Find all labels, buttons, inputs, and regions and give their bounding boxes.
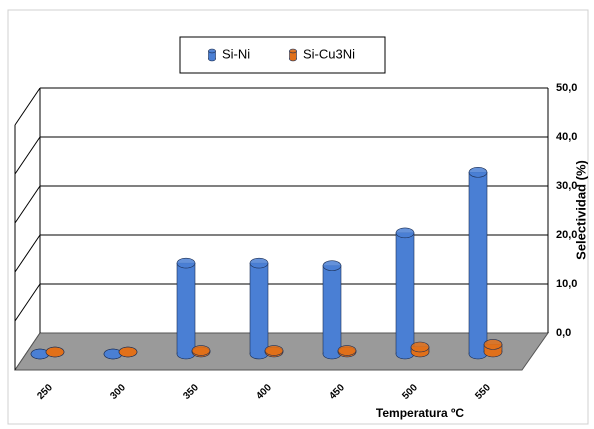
bar bbox=[468, 167, 488, 360]
y-tick-label: 30,0 bbox=[556, 180, 577, 192]
y-tick-label: 20,0 bbox=[556, 229, 577, 241]
bar-body-fill bbox=[290, 51, 296, 59]
bar-top bbox=[264, 345, 284, 356]
bar-top bbox=[410, 341, 430, 353]
x-axis-title: Temperatura ºC bbox=[376, 406, 465, 420]
bar bbox=[264, 345, 284, 358]
bar bbox=[45, 346, 65, 358]
bar bbox=[191, 345, 211, 358]
bar-top bbox=[483, 339, 503, 350]
bar bbox=[249, 257, 269, 360]
bar-top bbox=[468, 167, 488, 178]
bar-top bbox=[45, 346, 65, 358]
grid-line bbox=[14, 185, 41, 224]
bar bbox=[103, 348, 123, 360]
grid-line bbox=[14, 283, 41, 322]
bar bbox=[483, 339, 503, 358]
bar-body-fill bbox=[177, 263, 195, 354]
bar-top bbox=[191, 345, 211, 356]
bar-top bbox=[118, 346, 138, 358]
y-axis-title: Selectividad (%) bbox=[573, 160, 588, 260]
bar-top bbox=[176, 257, 196, 269]
y-tick-label: 50,0 bbox=[556, 82, 577, 94]
x-tick-label: 300 bbox=[108, 382, 128, 402]
bar bbox=[176, 257, 196, 360]
legend-swatch bbox=[208, 48, 216, 62]
bar-body-fill bbox=[396, 232, 414, 354]
legend-label: Si-Ni bbox=[222, 46, 250, 61]
grid-line bbox=[14, 234, 41, 273]
bar bbox=[337, 345, 357, 358]
bar bbox=[410, 341, 430, 358]
x-tick-label: 550 bbox=[473, 382, 493, 402]
x-tick-label: 400 bbox=[254, 382, 274, 402]
x-tick-label: 250 bbox=[35, 382, 55, 402]
bar bbox=[395, 227, 415, 360]
bar-top bbox=[208, 48, 216, 54]
x-tick-label: 350 bbox=[181, 382, 201, 402]
bar-body-fill bbox=[209, 51, 215, 59]
x-tick-label: 500 bbox=[400, 382, 420, 402]
legend-swatch bbox=[289, 48, 297, 62]
bar-top bbox=[289, 48, 297, 54]
bar-body-fill bbox=[250, 263, 268, 354]
x-tick-label: 450 bbox=[327, 382, 347, 402]
bar bbox=[322, 260, 342, 360]
legend: Si-Ni Si-Cu3Ni bbox=[179, 36, 386, 74]
bar-top bbox=[337, 345, 357, 356]
grid-line bbox=[14, 136, 41, 175]
bar-top bbox=[249, 257, 269, 269]
grid-line bbox=[14, 87, 41, 126]
bar-body-fill bbox=[323, 265, 341, 354]
bar bbox=[118, 346, 138, 358]
y-tick-label: 0,0 bbox=[556, 327, 571, 339]
y-tick-label: 10,0 bbox=[556, 278, 577, 290]
bar-body-fill bbox=[469, 172, 487, 354]
legend-label: Si-Cu3Ni bbox=[303, 46, 355, 61]
chart-frame bbox=[7, 9, 589, 425]
bar-top bbox=[322, 260, 342, 271]
bar-top bbox=[395, 227, 415, 239]
y-tick-label: 40,0 bbox=[556, 131, 577, 143]
